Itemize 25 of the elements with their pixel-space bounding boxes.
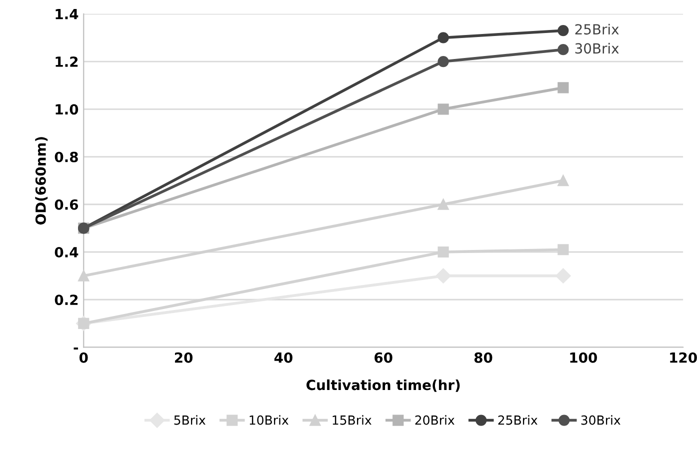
legend-label: 20Brix bbox=[415, 415, 454, 425]
y-tick-label: 1.0 bbox=[56, 104, 78, 115]
legend-label: 15Brix bbox=[332, 415, 372, 425]
y-tick-label: 1.4 bbox=[56, 9, 78, 20]
y-tick-label: 1.2 bbox=[56, 56, 78, 67]
x-tick-label: 0 bbox=[79, 352, 88, 363]
y-axis-title: OD(660nm) bbox=[35, 137, 48, 225]
legend-label: 30Brix bbox=[581, 415, 620, 425]
x-tick-label: 40 bbox=[274, 352, 292, 363]
legend-label: 10Brix bbox=[250, 415, 288, 425]
y-tick-label: 0.8 bbox=[54, 152, 78, 162]
legend-label: 25Brix bbox=[498, 415, 538, 425]
x-tick-label: 80 bbox=[474, 352, 492, 363]
x-tick-label: 60 bbox=[374, 352, 392, 363]
annotation: 30Brix bbox=[575, 42, 619, 54]
y-tick-label: 0.6 bbox=[54, 199, 78, 210]
x-axis-title: Cultivation time(hr) bbox=[306, 379, 460, 392]
annotation: 25Brix bbox=[575, 24, 619, 35]
x-tick-label: 20 bbox=[174, 352, 193, 363]
y-tick-label: - bbox=[74, 348, 78, 350]
legend-label: 5Brix bbox=[174, 415, 206, 425]
y-tick-label: 0.2 bbox=[54, 294, 78, 306]
x-tick-label: 100 bbox=[570, 352, 597, 363]
y-tick-label: 0.4 bbox=[54, 246, 78, 258]
x-tick-label: 120 bbox=[670, 352, 697, 363]
